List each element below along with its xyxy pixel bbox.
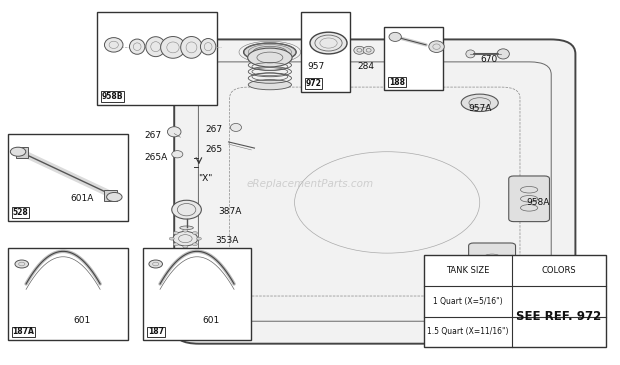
Text: 353A: 353A (215, 236, 238, 245)
Text: 188: 188 (389, 77, 405, 87)
Bar (384, 27, 443, 90)
Text: 1.5 Quart (X=11/16"): 1.5 Quart (X=11/16") (427, 327, 508, 337)
Text: 265A: 265A (144, 153, 167, 162)
Text: 267: 267 (144, 131, 161, 140)
Ellipse shape (429, 41, 445, 53)
Ellipse shape (172, 151, 183, 158)
Text: 187: 187 (148, 327, 164, 337)
Bar (424, 255, 606, 347)
Ellipse shape (11, 147, 26, 156)
Ellipse shape (200, 39, 216, 55)
FancyBboxPatch shape (174, 39, 575, 344)
Text: "X": "X" (198, 174, 212, 183)
Ellipse shape (130, 39, 145, 54)
Ellipse shape (192, 243, 197, 246)
Text: 957A: 957A (468, 104, 492, 113)
Text: 601A: 601A (70, 194, 94, 203)
Ellipse shape (247, 48, 292, 67)
Text: 958: 958 (453, 261, 470, 270)
Bar (97, 12, 218, 105)
Ellipse shape (231, 123, 241, 131)
Bar (143, 248, 251, 340)
Ellipse shape (107, 192, 122, 201)
Ellipse shape (173, 243, 178, 246)
Ellipse shape (149, 260, 162, 268)
Ellipse shape (104, 38, 123, 52)
Ellipse shape (248, 80, 291, 90)
Ellipse shape (146, 37, 166, 57)
Bar (16, 147, 28, 158)
Text: 601: 601 (203, 316, 220, 324)
Bar (7, 134, 128, 220)
Text: 958B: 958B (102, 92, 123, 101)
Ellipse shape (173, 231, 198, 246)
Ellipse shape (172, 200, 202, 219)
Ellipse shape (169, 237, 174, 240)
Text: COLORS: COLORS (542, 266, 576, 275)
Text: 601: 601 (73, 316, 91, 324)
Text: TANK SIZE: TANK SIZE (446, 266, 490, 275)
Text: 528: 528 (12, 208, 29, 217)
Text: 267: 267 (206, 126, 223, 134)
Text: 670: 670 (480, 55, 498, 64)
Bar (301, 12, 350, 92)
Ellipse shape (363, 46, 374, 54)
Text: SEE REF. 972: SEE REF. 972 (516, 310, 601, 323)
Text: 284: 284 (357, 62, 374, 71)
Text: 187A: 187A (12, 327, 34, 337)
Text: 958A: 958A (526, 198, 550, 207)
Ellipse shape (389, 32, 401, 41)
Ellipse shape (180, 36, 202, 58)
Text: 265: 265 (206, 145, 223, 154)
Ellipse shape (497, 49, 510, 59)
Text: 972: 972 (306, 79, 322, 88)
Ellipse shape (161, 36, 185, 58)
Bar (104, 190, 117, 201)
Ellipse shape (461, 94, 498, 111)
Ellipse shape (192, 231, 197, 234)
Ellipse shape (167, 127, 181, 137)
Bar (7, 248, 128, 340)
Ellipse shape (244, 43, 296, 61)
Text: 1 Quart (X=5/16"): 1 Quart (X=5/16") (433, 297, 503, 306)
Text: 387A: 387A (218, 207, 241, 216)
Ellipse shape (466, 50, 475, 58)
FancyBboxPatch shape (509, 176, 549, 222)
Ellipse shape (173, 231, 178, 234)
Ellipse shape (183, 229, 188, 232)
Ellipse shape (183, 245, 188, 248)
Ellipse shape (180, 226, 193, 230)
Text: eReplacementParts.com: eReplacementParts.com (246, 179, 374, 189)
FancyBboxPatch shape (469, 243, 516, 285)
Ellipse shape (354, 46, 365, 54)
Ellipse shape (15, 260, 29, 268)
Text: 957: 957 (308, 62, 325, 71)
Ellipse shape (310, 32, 347, 54)
Ellipse shape (197, 237, 202, 240)
